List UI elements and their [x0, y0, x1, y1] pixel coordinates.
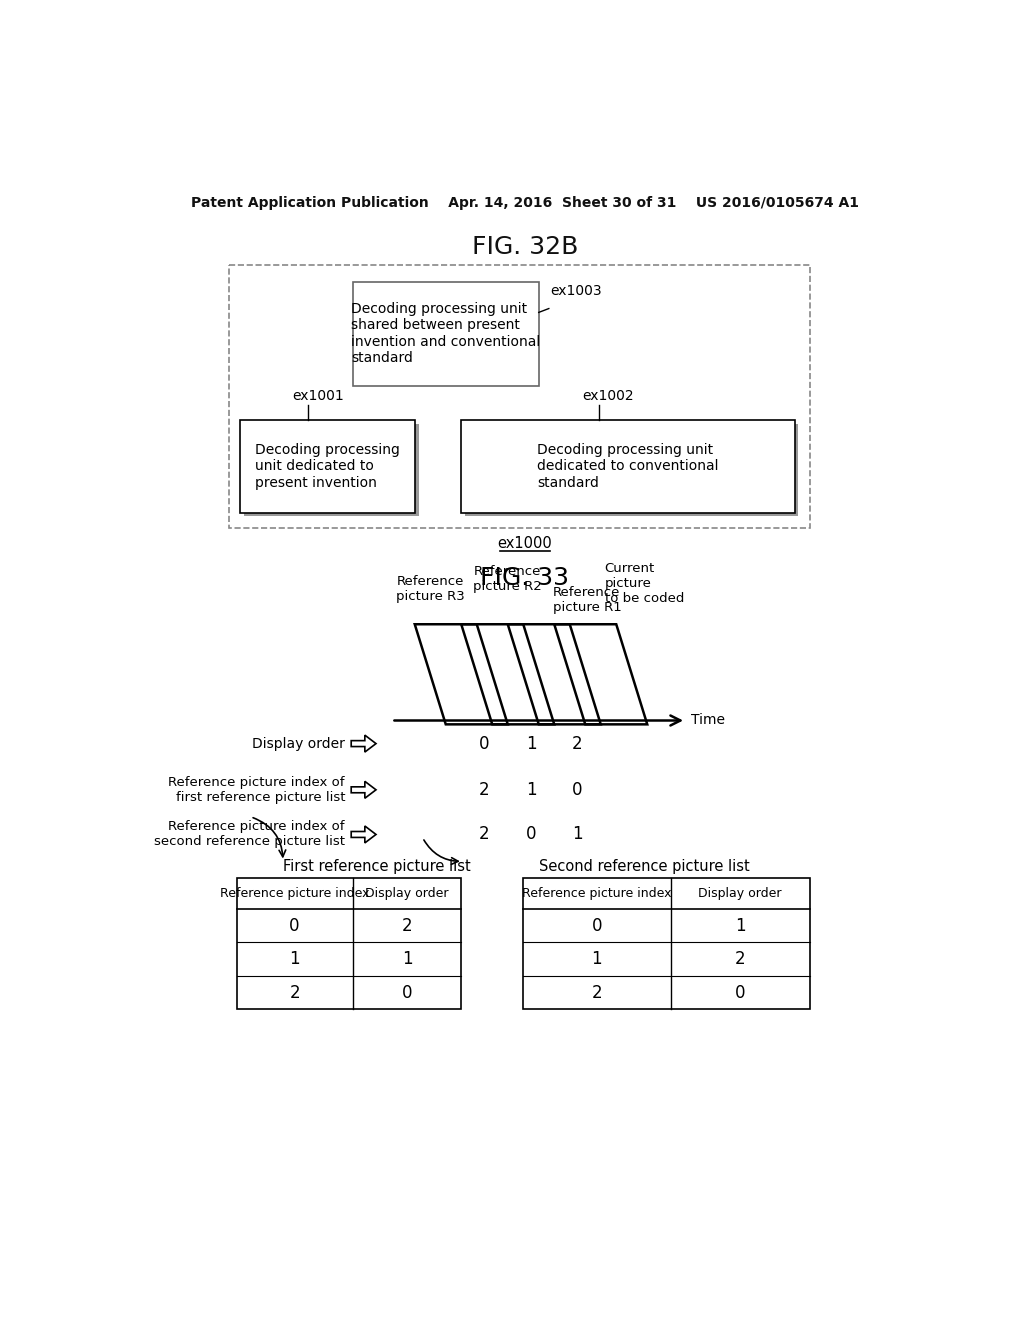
Text: Display order: Display order [366, 887, 449, 900]
Text: Reference
picture R2: Reference picture R2 [473, 565, 542, 594]
Bar [241, 420, 415, 512]
Text: 1: 1 [401, 950, 413, 968]
Text: ex1002: ex1002 [583, 389, 634, 404]
Text: 2: 2 [735, 950, 745, 968]
Text: Decoding processing unit
dedicated to conventional
standard: Decoding processing unit dedicated to co… [538, 444, 719, 490]
Text: Time: Time [690, 714, 725, 727]
Text: Decoding processing unit
shared between present
invention and conventional
stand: Decoding processing unit shared between … [351, 302, 541, 364]
Text: Current
picture
to be coded: Current picture to be coded [604, 562, 684, 605]
Text: Reference picture index of
first reference picture list: Reference picture index of first referen… [169, 776, 345, 804]
Text: 0: 0 [290, 916, 300, 935]
Text: 0: 0 [572, 781, 583, 799]
Bar [245, 424, 419, 516]
Text: Display order: Display order [252, 737, 345, 751]
Text: 2: 2 [572, 735, 583, 752]
Text: 2: 2 [479, 825, 489, 843]
Polygon shape [351, 826, 376, 843]
Polygon shape [351, 781, 376, 799]
Bar [465, 424, 799, 516]
Text: Reference
picture R3: Reference picture R3 [396, 576, 465, 603]
Text: 2: 2 [479, 781, 489, 799]
Bar [237, 878, 461, 1010]
Text: 0: 0 [592, 916, 602, 935]
Text: 1: 1 [592, 950, 602, 968]
Text: Decoding processing
unit dedicated to
present invention: Decoding processing unit dedicated to pr… [255, 444, 400, 490]
Text: 0: 0 [479, 735, 489, 752]
Text: Second reference picture list: Second reference picture list [539, 859, 750, 874]
Bar [461, 420, 795, 512]
Text: 2: 2 [401, 916, 413, 935]
Bar [523, 878, 810, 1010]
Text: FIG. 32B: FIG. 32B [472, 235, 578, 259]
Text: Reference picture index: Reference picture index [522, 887, 672, 900]
Text: 0: 0 [525, 825, 537, 843]
Text: First reference picture list: First reference picture list [283, 859, 471, 874]
Text: Display order: Display order [698, 887, 782, 900]
Text: ex1000: ex1000 [498, 536, 552, 550]
Text: 1: 1 [572, 825, 583, 843]
Polygon shape [351, 735, 376, 752]
Text: ex1001: ex1001 [292, 389, 344, 404]
Bar [352, 281, 539, 385]
Text: Reference picture index of
second reference picture list: Reference picture index of second refere… [154, 821, 345, 849]
Text: 1: 1 [525, 781, 537, 799]
Text: Reference
picture R1: Reference picture R1 [553, 586, 622, 614]
Text: Reference picture index: Reference picture index [220, 887, 370, 900]
Text: 2: 2 [290, 983, 300, 1002]
Text: 1: 1 [290, 950, 300, 968]
Text: 1: 1 [525, 735, 537, 752]
Text: 2: 2 [592, 983, 602, 1002]
Text: 0: 0 [735, 983, 745, 1002]
Bar [228, 264, 810, 528]
Text: 0: 0 [401, 983, 413, 1002]
Text: ex1003: ex1003 [550, 284, 602, 298]
Text: FIG. 33: FIG. 33 [480, 566, 569, 590]
Text: Patent Application Publication    Apr. 14, 2016  Sheet 30 of 31    US 2016/01056: Patent Application Publication Apr. 14, … [190, 197, 859, 210]
Text: 1: 1 [735, 916, 745, 935]
